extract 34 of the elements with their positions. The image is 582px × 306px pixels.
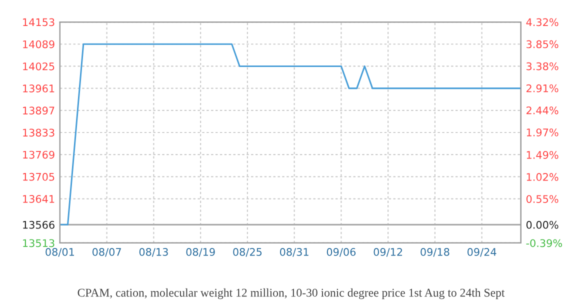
line-series	[60, 43, 521, 226]
y-tick-label: 13513	[23, 239, 54, 248]
y-tick-label: 13641	[23, 195, 54, 203]
y-tick-label: 14153	[23, 18, 54, 26]
y2-tick-label: 4.32%	[526, 18, 558, 26]
y-tick-label: 14089	[23, 40, 54, 48]
x-tick-label: 08/19	[186, 248, 215, 257]
y2-tick-label: 1.97%	[526, 128, 558, 136]
y2-tick-label: 2.44%	[526, 106, 558, 114]
y2-tick-label: 0.00%	[526, 220, 558, 229]
y-tick-label: 13566	[23, 220, 54, 229]
x-tick-label: 09/18	[420, 248, 450, 257]
y2-tick-label: 1.02%	[526, 173, 558, 181]
x-tick-label: 09/06	[326, 248, 356, 257]
y2-tick-label: -0.39%	[526, 239, 562, 248]
x-tick-label: 08/31	[280, 248, 308, 257]
x-tick-label: 08/25	[233, 248, 262, 257]
x-tick-label: 08/13	[139, 248, 168, 257]
x-tick-label: 08/07	[92, 248, 121, 257]
y2-tick-label: 0.55%	[526, 195, 558, 203]
text: CPAM, cation, molecular weight 12 million, 10-30 ionic degree price 1st Aug to 24th Sept	[78, 288, 505, 300]
y-tick-label: 13705	[23, 172, 54, 181]
y2-tick-label: 1.49%	[526, 151, 558, 159]
y2-tick-label: 3.85%	[526, 40, 558, 48]
y-tick-label: 13961	[23, 84, 54, 92]
y-tick-label: 13897	[23, 106, 54, 115]
y-tick-label: 13833	[23, 128, 54, 137]
x-tick-label: 08/01	[46, 248, 74, 257]
y2-tick-label: 2.91%	[526, 84, 558, 92]
y-tick-label: 14025	[23, 62, 54, 70]
x-tick-label: 09/12	[374, 248, 402, 257]
y2-tick-label: 3.38%	[526, 62, 558, 70]
y-tick-label: 13769	[23, 150, 54, 159]
x-tick-label: 09/24	[468, 248, 496, 257]
